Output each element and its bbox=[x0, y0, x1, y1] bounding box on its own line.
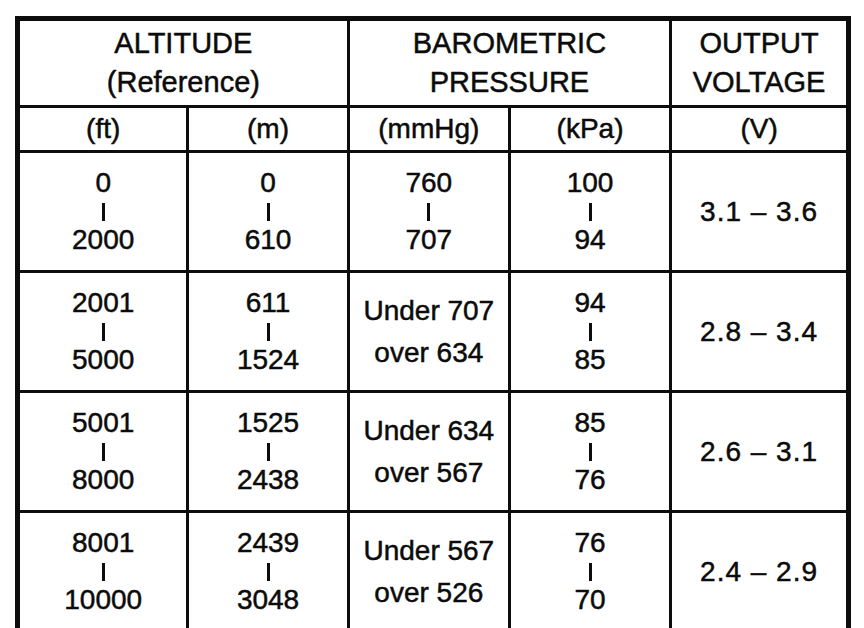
range-from: 85 bbox=[574, 408, 605, 439]
unit-header-mmhg: (mmHg) bbox=[348, 107, 509, 152]
range-to: 85 bbox=[574, 345, 605, 376]
range-from: 8001 bbox=[72, 528, 134, 559]
range-from: 100 bbox=[567, 168, 614, 199]
range-to: 94 bbox=[574, 225, 605, 256]
mmhg-line1: Under 634 bbox=[363, 415, 494, 446]
cell-mmhg: Under 634 over 567 bbox=[348, 392, 509, 512]
unit-header-v: (V) bbox=[671, 107, 849, 152]
range-from: 611 bbox=[246, 288, 291, 319]
unit-header-kpa: (kPa) bbox=[509, 107, 670, 152]
header-barometric-pressure: BAROMETRIC PRESSURE bbox=[348, 19, 670, 107]
range-connector bbox=[589, 323, 592, 341]
cell-voltage: 3.1 – 3.6 bbox=[671, 152, 849, 272]
table-row: 0 2000 0 610 760 707 bbox=[18, 152, 849, 272]
altitude-pressure-voltage-table: ALTITUDE (Reference) BAROMETRIC PRESSURE… bbox=[15, 16, 851, 628]
voltage-range: 2.6 – 3.1 bbox=[700, 436, 818, 467]
range-from: 0 bbox=[260, 168, 276, 199]
range-connector bbox=[267, 203, 270, 221]
header-altitude-line1: ALTITUDE bbox=[114, 27, 252, 59]
range-connector bbox=[267, 563, 270, 581]
header-output-voltage: OUTPUT VOLTAGE bbox=[671, 19, 849, 107]
voltage-range: 3.1 – 3.6 bbox=[700, 196, 818, 227]
cell-mmhg: Under 567 over 526 bbox=[348, 512, 509, 628]
range-connector bbox=[102, 443, 105, 461]
cell-mmhg: Under 707 over 634 bbox=[348, 272, 509, 392]
mmhg-line1: Under 707 bbox=[363, 295, 494, 326]
cell-m: 0 610 bbox=[188, 152, 348, 272]
unit-header-m: (m) bbox=[188, 107, 348, 152]
cell-ft: 2001 5000 bbox=[18, 272, 188, 392]
range-to: 1524 bbox=[237, 345, 299, 376]
cell-ft: 0 2000 bbox=[18, 152, 188, 272]
range-from: 760 bbox=[405, 168, 452, 199]
range-connector bbox=[267, 443, 270, 461]
range-connector bbox=[102, 323, 105, 341]
mmhg-line2: over 634 bbox=[374, 337, 483, 368]
range-from: 2439 bbox=[237, 528, 299, 559]
header-group-row: ALTITUDE (Reference) BAROMETRIC PRESSURE… bbox=[18, 19, 849, 107]
voltage-range: 2.4 – 2.9 bbox=[700, 556, 818, 587]
unit-header-ft: (ft) bbox=[18, 107, 188, 152]
cell-voltage: 2.6 – 3.1 bbox=[671, 392, 849, 512]
range-connector bbox=[102, 563, 105, 581]
header-altitude-line2: (Reference) bbox=[107, 66, 260, 98]
range-from: 94 bbox=[574, 288, 605, 319]
range-connector bbox=[267, 323, 270, 341]
cell-kpa: 94 85 bbox=[509, 272, 670, 392]
range-from: 2001 bbox=[72, 288, 134, 319]
range-to: 2438 bbox=[237, 465, 299, 496]
cell-ft: 5001 8000 bbox=[18, 392, 188, 512]
range-connector bbox=[589, 563, 592, 581]
cell-kpa: 100 94 bbox=[509, 152, 670, 272]
cell-kpa: 76 70 bbox=[509, 512, 670, 628]
cell-m: 1525 2438 bbox=[188, 392, 348, 512]
cell-m: 2439 3048 bbox=[188, 512, 348, 628]
header-output-line2: VOLTAGE bbox=[693, 66, 826, 98]
range-to: 70 bbox=[574, 585, 605, 616]
cell-kpa: 85 76 bbox=[509, 392, 670, 512]
range-to: 10000 bbox=[64, 585, 142, 616]
table-row: 2001 5000 611 1524 Under 707 over bbox=[18, 272, 849, 392]
range-connector bbox=[427, 203, 430, 221]
table-row: 5001 8000 1525 2438 Under 634 over bbox=[18, 392, 849, 512]
range-from: 5001 bbox=[72, 408, 134, 439]
range-connector bbox=[589, 203, 592, 221]
range-to: 2000 bbox=[72, 225, 134, 256]
unit-header-row: (ft) (m) (mmHg) (kPa) (V) bbox=[18, 107, 849, 152]
cell-voltage: 2.4 – 2.9 bbox=[671, 512, 849, 628]
range-to: 3048 bbox=[237, 585, 299, 616]
range-to: 610 bbox=[245, 225, 292, 256]
scanned-page: ALTITUDE (Reference) BAROMETRIC PRESSURE… bbox=[0, 0, 864, 628]
header-altitude: ALTITUDE (Reference) bbox=[18, 19, 349, 107]
range-to: 5000 bbox=[72, 345, 134, 376]
table-row: 8001 10000 2439 3048 Under 567 ove bbox=[18, 512, 849, 628]
cell-ft: 8001 10000 bbox=[18, 512, 188, 628]
range-from: 1525 bbox=[237, 408, 299, 439]
mmhg-line1: Under 567 bbox=[363, 535, 494, 566]
range-to: 8000 bbox=[72, 465, 134, 496]
header-output-line1: OUTPUT bbox=[699, 27, 818, 59]
range-from: 76 bbox=[574, 528, 605, 559]
cell-voltage: 2.8 – 3.4 bbox=[671, 272, 849, 392]
header-barometric-line2: PRESSURE bbox=[430, 66, 590, 98]
range-to: 76 bbox=[574, 465, 605, 496]
range-connector bbox=[589, 443, 592, 461]
cell-mmhg: 760 707 bbox=[348, 152, 509, 272]
cell-m: 611 1524 bbox=[188, 272, 348, 392]
header-barometric-line1: BAROMETRIC bbox=[413, 27, 606, 59]
range-from: 0 bbox=[95, 168, 111, 199]
mmhg-line2: over 526 bbox=[374, 577, 483, 608]
mmhg-line2: over 567 bbox=[374, 457, 483, 488]
voltage-range: 2.8 – 3.4 bbox=[700, 316, 818, 347]
range-connector bbox=[102, 203, 105, 221]
range-to: 707 bbox=[405, 225, 452, 256]
